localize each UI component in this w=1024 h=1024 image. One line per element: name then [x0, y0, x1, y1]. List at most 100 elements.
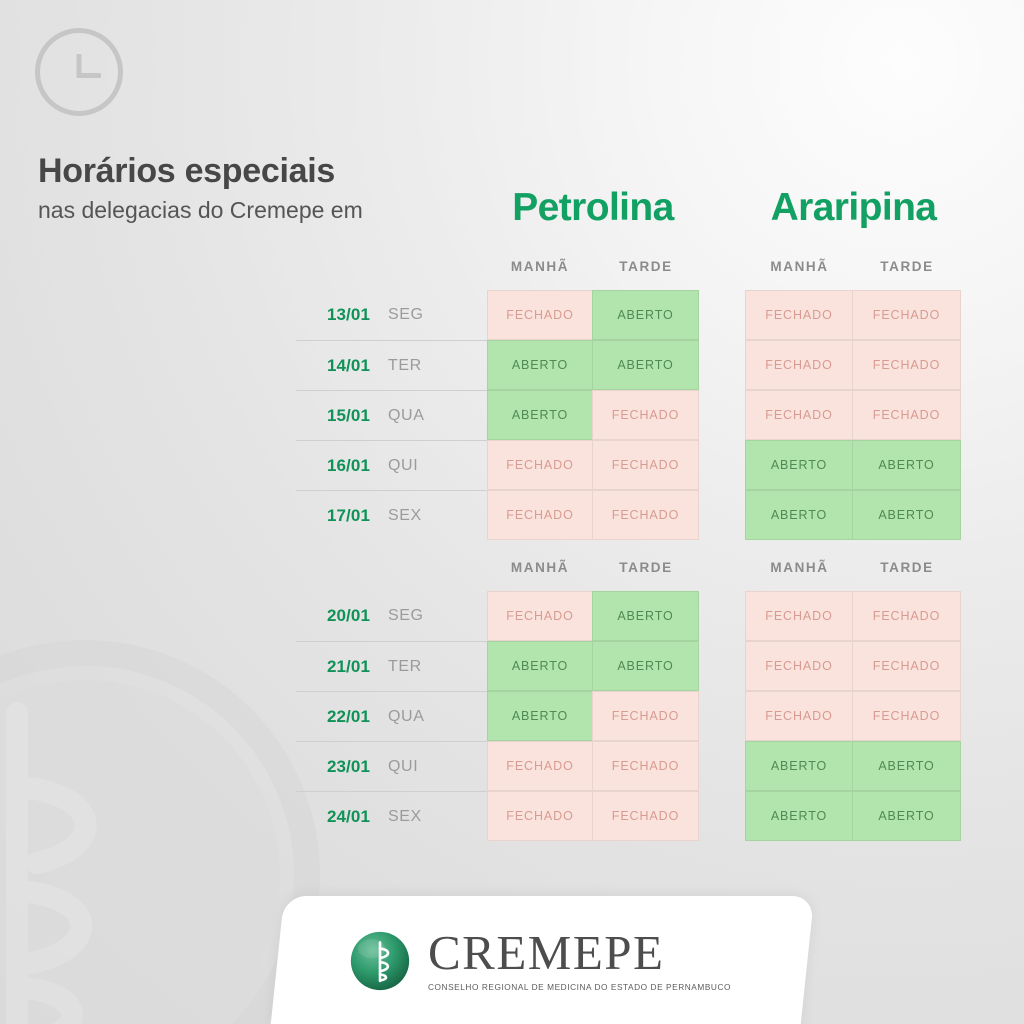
page-title: Horários especiais	[38, 152, 335, 190]
row-date: 21/01	[326, 656, 370, 676]
row-date: 22/01	[326, 706, 370, 726]
footer-content: CREMEPE CONSELHO REGIONAL DE MEDICINA DO…	[275, 896, 805, 1024]
city-heading-araripina: Araripina	[770, 186, 937, 229]
status-cell-petrolina-tarde: ABERTO	[592, 641, 699, 691]
day-cell: 15/01 QUA	[296, 390, 487, 440]
page-subtitle: nas delegacias do Cremepe em	[38, 197, 363, 224]
table-row: 22/01 QUA ABERTO FECHADO FECHADO FECHADO	[296, 691, 968, 741]
row-date: 24/01	[326, 806, 370, 826]
status-cell-petrolina-manha: FECHADO	[487, 741, 593, 791]
row-weekday: SEG	[388, 306, 424, 323]
table-row: 15/01 QUA ABERTO FECHADO FECHADO FECHADO	[296, 390, 968, 440]
status-cell-petrolina-manha: FECHADO	[487, 490, 593, 540]
table-row: 21/01 TER ABERTO ABERTO FECHADO FECHADO	[296, 641, 968, 691]
status-cell-araripina-tarde: FECHADO	[852, 290, 961, 340]
day-cell: 22/01 QUA	[296, 691, 487, 741]
row-weekday: QUI	[388, 456, 419, 474]
status-cell-araripina-manha: FECHADO	[745, 390, 853, 440]
status-cell-araripina-tarde: FECHADO	[852, 390, 961, 440]
brand-tagline: CONSELHO REGIONAL DE MEDICINA DO ESTADO …	[428, 981, 731, 992]
status-cell-araripina-manha: FECHADO	[745, 691, 853, 741]
row-date: 20/01	[326, 606, 370, 625]
status-cell-araripina-tarde: FECHADO	[852, 691, 961, 741]
shift-header-petrolina-manha: MANHÃ	[510, 560, 570, 575]
day-cell: 14/01 TER	[296, 340, 487, 390]
status-cell-araripina-tarde: ABERTO	[852, 791, 961, 841]
status-cell-araripina-manha: FECHADO	[745, 290, 853, 340]
row-weekday: TER	[388, 356, 422, 374]
table-row: 14/01 TER ABERTO ABERTO FECHADO FECHADO	[296, 340, 968, 390]
table-row: 23/01 QUI FECHADO FECHADO ABERTO ABERTO	[296, 741, 968, 791]
row-weekday: QUA	[388, 707, 425, 725]
status-cell-petrolina-manha: ABERTO	[487, 691, 593, 741]
brand-name: CREMEPE	[428, 925, 665, 981]
shift-header-row: MANHÃ TARDE MANHÃ TARDE	[296, 556, 968, 591]
heading-block: Horários especiais nas delegacias do Cre…	[38, 152, 508, 224]
status-cell-araripina-tarde: ABERTO	[852, 440, 961, 490]
status-cell-araripina-tarde: FECHADO	[852, 340, 961, 390]
row-date: 14/01	[326, 355, 370, 375]
table-row: 13/01 SEG FECHADO ABERTO FECHADO FECHADO	[296, 290, 968, 340]
row-weekday: QUA	[388, 406, 425, 424]
watermark-asclepius-rod-icon	[6, 702, 97, 1024]
table-row: 16/01 QUI FECHADO FECHADO ABERTO ABERTO	[296, 440, 968, 490]
table-row: 17/01 SEX FECHADO FECHADO ABERTO ABERTO	[296, 490, 968, 540]
status-cell-petrolina-manha: ABERTO	[487, 390, 593, 440]
cremepe-logo: CREMEPE CONSELHO REGIONAL DE MEDICINA DO…	[349, 925, 731, 992]
row-weekday: TER	[388, 657, 422, 675]
status-cell-araripina-manha: FECHADO	[745, 641, 853, 691]
row-date: 13/01	[326, 305, 370, 324]
status-cell-petrolina-manha: ABERTO	[487, 340, 593, 390]
row-date: 17/01	[326, 505, 370, 525]
status-cell-petrolina-manha: ABERTO	[487, 641, 593, 691]
row-weekday: SEX	[388, 506, 422, 524]
row-date: 16/01	[326, 455, 370, 475]
shift-header-petrolina-tarde: TARDE	[619, 259, 673, 274]
row-weekday: SEG	[388, 607, 424, 624]
row-weekday: QUI	[388, 757, 419, 775]
status-cell-petrolina-tarde: ABERTO	[592, 290, 699, 340]
shift-header-araripina-manha: MANHÃ	[770, 259, 829, 274]
clock-icon	[35, 28, 123, 116]
status-cell-petrolina-tarde: FECHADO	[592, 390, 699, 440]
status-cell-araripina-manha: FECHADO	[745, 340, 853, 390]
status-cell-petrolina-tarde: ABERTO	[592, 340, 699, 390]
status-cell-petrolina-manha: FECHADO	[487, 290, 593, 340]
status-cell-araripina-tarde: ABERTO	[852, 490, 961, 540]
schedule-block-week-2: MANHÃ TARDE MANHÃ TARDE 20/01 SEG FECHAD…	[296, 556, 968, 841]
asclepius-rod-icon	[350, 931, 410, 991]
status-cell-araripina-manha: FECHADO	[745, 591, 853, 641]
day-cell: 17/01 SEX	[296, 490, 487, 540]
row-date: 15/01	[326, 405, 370, 425]
status-cell-petrolina-tarde: FECHADO	[592, 490, 699, 540]
status-cell-araripina-manha: ABERTO	[745, 741, 853, 791]
status-cell-araripina-tarde: FECHADO	[852, 591, 961, 641]
status-cell-araripina-manha: ABERTO	[745, 440, 853, 490]
background-watermark	[0, 640, 320, 1024]
day-cell: 16/01 QUI	[296, 440, 487, 490]
clock-hand-hour	[79, 73, 101, 78]
day-cell: 13/01 SEG	[296, 290, 487, 340]
shift-header-petrolina-manha: MANHÃ	[510, 259, 570, 274]
day-cell: 24/01 SEX	[296, 791, 487, 841]
day-cell: 23/01 QUI	[296, 741, 487, 791]
day-cell: 20/01 SEG	[296, 591, 487, 641]
shift-header-row: MANHÃ TARDE MANHÃ TARDE	[296, 255, 968, 290]
status-cell-araripina-manha: ABERTO	[745, 791, 853, 841]
city-heading-petrolina: Petrolina	[512, 186, 674, 229]
cremepe-wordmark: CREMEPE CONSELHO REGIONAL DE MEDICINA DO…	[428, 925, 731, 992]
status-cell-petrolina-manha: FECHADO	[487, 440, 593, 490]
status-cell-petrolina-tarde: FECHADO	[592, 791, 699, 841]
status-cell-araripina-tarde: FECHADO	[852, 641, 961, 691]
status-cell-petrolina-tarde: ABERTO	[592, 591, 699, 641]
watermark-disc	[0, 680, 280, 1024]
table-row: 20/01 SEG FECHADO ABERTO FECHADO FECHADO	[296, 591, 968, 641]
status-cell-petrolina-tarde: FECHADO	[592, 440, 699, 490]
status-cell-araripina-tarde: ABERTO	[852, 741, 961, 791]
status-cell-petrolina-manha: FECHADO	[487, 791, 593, 841]
watermark-ring	[0, 640, 320, 1024]
shift-header-araripina-manha: MANHÃ	[770, 560, 829, 575]
status-cell-araripina-manha: ABERTO	[745, 490, 853, 540]
table-row: 24/01 SEX FECHADO FECHADO ABERTO ABERTO	[296, 791, 968, 841]
